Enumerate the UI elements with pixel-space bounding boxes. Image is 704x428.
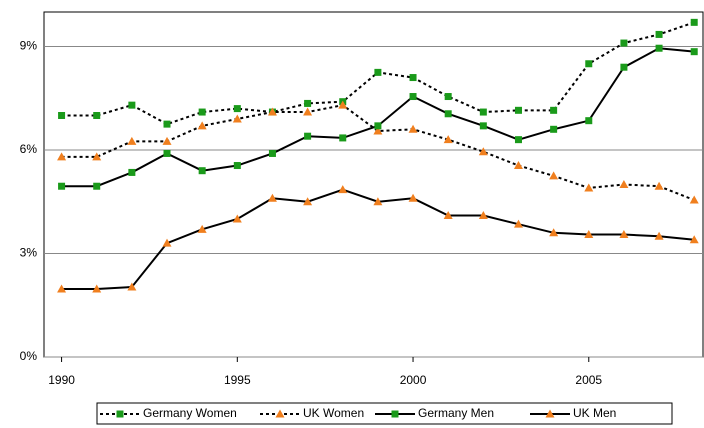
legend-label: Germany Men: [418, 406, 494, 420]
marker: [479, 108, 487, 116]
marker: [93, 112, 101, 119]
legend-label: Germany Women: [143, 406, 237, 420]
marker: [654, 181, 664, 190]
marker: [478, 147, 488, 156]
marker: [550, 125, 558, 133]
marker: [689, 195, 699, 204]
marker: [338, 185, 348, 194]
marker: [275, 409, 285, 418]
plot-frame: [43, 11, 704, 358]
marker: [391, 410, 399, 418]
marker: [620, 63, 628, 71]
marker: [654, 231, 664, 240]
marker: [585, 60, 593, 68]
marker: [116, 410, 124, 418]
marker: [304, 132, 312, 140]
marker: [163, 149, 171, 157]
marker: [303, 107, 313, 116]
marker: [58, 112, 66, 119]
marker: [513, 161, 523, 170]
x-tick-label: 1990: [48, 373, 75, 387]
marker: [197, 224, 207, 233]
x-tick-label: 1995: [224, 373, 251, 387]
marker: [549, 228, 559, 237]
series-line: [61, 104, 695, 201]
marker: [233, 105, 241, 113]
marker: [584, 230, 594, 239]
marker: [128, 168, 136, 176]
marker: [655, 44, 663, 52]
marker: [373, 126, 383, 135]
marker: [443, 135, 453, 144]
y-tick-label: 3%: [20, 246, 38, 260]
marker: [443, 211, 453, 220]
marker: [374, 68, 382, 76]
marker: [514, 136, 522, 144]
marker: [267, 193, 277, 202]
marker: [550, 106, 558, 114]
marker: [408, 193, 418, 202]
marker: [619, 230, 629, 239]
marker: [57, 152, 67, 161]
marker: [444, 93, 452, 101]
marker: [162, 136, 172, 145]
marker: [373, 197, 383, 206]
marker: [690, 18, 698, 26]
marker: [92, 152, 102, 161]
marker: [620, 39, 628, 47]
y-tick-label: 9%: [20, 39, 38, 53]
marker: [198, 108, 206, 116]
marker: [197, 121, 207, 130]
marker: [128, 101, 136, 109]
marker: [198, 167, 206, 175]
marker: [232, 114, 242, 123]
marker: [374, 122, 382, 130]
y-tick-label: 0%: [20, 349, 38, 363]
marker: [233, 162, 241, 170]
y-tick-label: 6%: [20, 142, 38, 156]
legend-label: UK Men: [573, 406, 616, 420]
marker: [267, 107, 277, 116]
marker: [619, 180, 629, 188]
marker: [127, 136, 137, 145]
marker: [549, 171, 559, 180]
marker: [304, 99, 312, 107]
marker: [444, 110, 452, 118]
marker: [409, 74, 417, 82]
x-tick-label: 2000: [400, 373, 427, 387]
marker: [514, 106, 522, 114]
marker: [268, 149, 276, 157]
marker: [58, 182, 66, 190]
marker: [127, 282, 137, 291]
marker: [655, 30, 663, 38]
marker: [545, 409, 555, 418]
marker: [584, 183, 594, 192]
marker: [232, 214, 242, 223]
marker: [689, 235, 699, 244]
marker: [585, 117, 593, 125]
marker: [57, 284, 67, 293]
marker: [478, 211, 488, 220]
marker: [479, 122, 487, 130]
marker: [303, 197, 313, 206]
marker: [408, 124, 418, 133]
marker: [513, 219, 523, 228]
marker: [339, 134, 347, 142]
marker: [409, 93, 417, 101]
legend-label: UK Women: [303, 406, 364, 420]
x-tick-label: 2005: [575, 373, 602, 387]
marker: [93, 182, 101, 190]
marker: [690, 48, 698, 56]
marker: [162, 238, 172, 247]
marker: [92, 284, 102, 293]
marker: [163, 120, 171, 128]
marker: [338, 100, 348, 109]
